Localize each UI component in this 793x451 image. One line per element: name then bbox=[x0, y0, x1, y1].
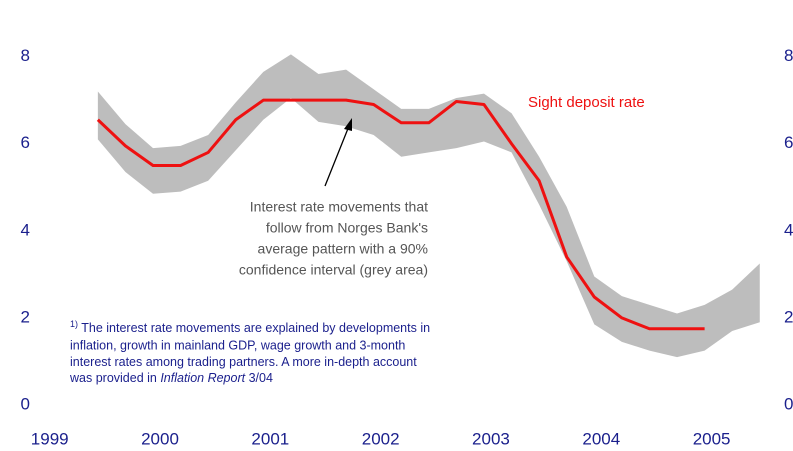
y2-tick-label: 4 bbox=[784, 220, 793, 239]
footnote: inflation, growth in mainland GDP, wage … bbox=[70, 338, 405, 352]
annotation: Interest rate movements that bbox=[250, 199, 428, 215]
y-tick-label: 6 bbox=[21, 133, 30, 152]
footnote-marker: 1) bbox=[70, 319, 78, 329]
footnote: interest rates among trading partners. A… bbox=[70, 355, 417, 369]
y2-tick-label: 0 bbox=[784, 394, 793, 413]
x-tick-label: 2004 bbox=[582, 429, 620, 448]
line bbox=[96, 98, 705, 331]
arrow bbox=[324, 125, 350, 187]
footnote: was provided in Inflation Report 3/04 bbox=[69, 371, 273, 385]
footnote-part: Inflation Report bbox=[160, 371, 245, 385]
x-tick-label: 2005 bbox=[693, 429, 731, 448]
y-tick-label: 4 bbox=[21, 220, 30, 239]
x-tick-label: 2003 bbox=[472, 429, 510, 448]
y2-tick-label: 6 bbox=[784, 133, 793, 152]
x-tick-label: 2002 bbox=[362, 429, 400, 448]
footnote: 1) The interest rate movements are expla… bbox=[70, 319, 430, 335]
series-label: Sight deposit rate bbox=[528, 94, 645, 111]
y2-tick-label: 2 bbox=[784, 307, 793, 326]
footnote-line: The interest rate movements are explaine… bbox=[78, 321, 430, 335]
x-tick-label: 2001 bbox=[251, 429, 289, 448]
y-tick-label: 8 bbox=[21, 46, 30, 65]
arrow-head bbox=[344, 118, 352, 131]
x-tick-label: 1999 bbox=[31, 429, 69, 448]
x-tick-label: 2000 bbox=[141, 429, 179, 448]
confidence-band bbox=[97, 54, 760, 358]
y2-tick-label: 8 bbox=[784, 46, 793, 65]
footnote-part: 3/04 bbox=[245, 371, 273, 385]
annotation: confidence interval (grey area) bbox=[239, 262, 428, 278]
annotation: average pattern with a 90% bbox=[258, 241, 428, 257]
y-tick-label: 2 bbox=[21, 307, 30, 326]
y-tick-label: 0 bbox=[21, 394, 30, 413]
footnote-part: was provided in bbox=[69, 371, 160, 385]
annotation: follow from Norges Bank's bbox=[266, 220, 428, 236]
